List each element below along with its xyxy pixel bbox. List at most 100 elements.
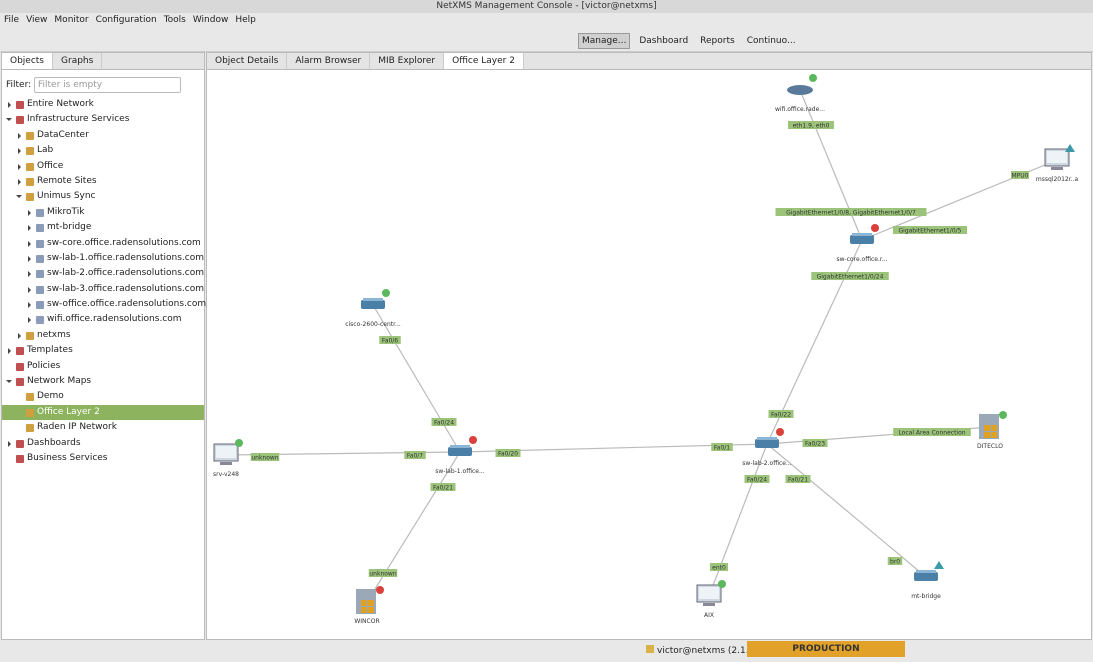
tree-icon xyxy=(36,285,44,294)
tree-item[interactable]: Infrastructure Services xyxy=(2,112,204,127)
perspective-button[interactable]: Dashboard xyxy=(639,35,689,46)
expand-arrow[interactable] xyxy=(8,102,14,108)
tree-item[interactable]: sw-lab-1.office.radensolutions.com xyxy=(2,251,204,266)
port-label: Fa0/22 xyxy=(768,410,794,419)
expand-arrow[interactable] xyxy=(28,317,34,324)
panel-tab[interactable]: Objects xyxy=(2,53,54,69)
expand-arrow[interactable] xyxy=(28,209,34,216)
tree-item[interactable]: sw-core.office.radensolutions.com xyxy=(2,236,204,251)
node-icon xyxy=(448,447,472,456)
port-label-text: GigabitEthernet1/0/5 xyxy=(899,228,962,235)
menu-bar: File View Monitor Configuration Tools Window H… xyxy=(0,13,1093,28)
tree-item[interactable]: Office Layer 2 xyxy=(2,404,204,421)
map-node: sw-core.office.r... xyxy=(836,224,888,263)
perspective-button[interactable]: Reports xyxy=(700,35,735,46)
menu-item[interactable]: Monitor xyxy=(54,15,89,25)
port-label-text: Fa0/24 xyxy=(747,477,767,484)
menu-item[interactable]: Tools xyxy=(163,15,186,25)
tree-icon xyxy=(36,254,44,263)
map-node: srv-v248 xyxy=(213,439,243,478)
expand-arrow[interactable] xyxy=(8,348,14,355)
tree-item[interactable]: Policies xyxy=(2,359,204,374)
tree-item[interactable]: Lab xyxy=(2,143,204,158)
expand-arrow[interactable] xyxy=(28,286,34,293)
node-screen xyxy=(216,446,236,458)
tree-item[interactable]: sw-office.office.radensolutions.com xyxy=(2,297,206,312)
link xyxy=(766,443,927,578)
port-label-bg xyxy=(744,475,770,483)
menu-item[interactable]: Help xyxy=(235,15,256,25)
menu-item[interactable]: File xyxy=(4,15,20,25)
link xyxy=(372,304,461,453)
perspective-button[interactable]: Continuo... xyxy=(746,35,796,46)
perspective-button[interactable]: Manage... xyxy=(578,32,631,49)
expand-arrow[interactable] xyxy=(28,255,34,262)
port-label: GigabitEthernet1/0/8, GigabitEthernet1/0… xyxy=(775,208,927,217)
tree-item[interactable]: Remote Sites xyxy=(2,174,204,189)
node-icon xyxy=(787,85,813,95)
tree-item[interactable]: netxms xyxy=(2,328,204,343)
menu-item[interactable]: Window xyxy=(192,15,229,25)
tree-item[interactable]: Entire Network xyxy=(2,97,204,112)
menu-item[interactable]: View xyxy=(26,15,48,25)
tree-item[interactable]: Raden IP Network xyxy=(2,420,204,435)
tree-item[interactable]: sw-lab-2.office.radensolutions.com xyxy=(2,266,204,281)
expand-arrow[interactable] xyxy=(28,271,34,278)
tree-label: Business Services xyxy=(27,452,108,463)
tree-icon xyxy=(26,162,34,171)
expand-arrow[interactable] xyxy=(6,380,12,386)
tree-item[interactable]: Demo xyxy=(2,389,204,404)
tree-icon xyxy=(16,439,24,448)
expand-arrow[interactable] xyxy=(28,240,34,247)
tree-icon xyxy=(26,408,34,417)
tree-icon xyxy=(16,116,24,125)
port-label-bg xyxy=(768,410,794,418)
editor-tab[interactable]: MIB Explorer xyxy=(370,53,445,69)
editor-tab[interactable]: Object Details xyxy=(207,53,288,69)
tree-label: Policies xyxy=(27,360,61,371)
status-bar: victor@netxms (2.1.2) xyxy=(0,640,1093,662)
tree-item[interactable]: DataCenter xyxy=(2,128,204,143)
tree-item[interactable]: Dashboards xyxy=(2,436,204,451)
port-label: br0 xyxy=(887,557,903,566)
port-label-text: unknown xyxy=(369,571,396,578)
panel-tab[interactable]: Graphs xyxy=(53,53,103,69)
node-icon-top xyxy=(852,233,872,236)
expand-arrow[interactable] xyxy=(18,132,24,139)
expand-arrow[interactable] xyxy=(28,225,34,232)
expand-arrow[interactable] xyxy=(6,118,12,124)
tree-item[interactable]: sw-lab-3.office.radensolutions.com xyxy=(2,282,204,297)
expand-arrow[interactable] xyxy=(18,332,24,339)
status-icon xyxy=(809,74,817,82)
map-node: mssql2012r..a xyxy=(1036,144,1078,183)
port-label: Fa0/1 xyxy=(711,443,733,452)
expand-arrow[interactable] xyxy=(8,440,14,447)
editor-tab[interactable]: Alarm Browser xyxy=(287,53,371,69)
port-label-bg xyxy=(431,418,457,426)
expand-arrow[interactable] xyxy=(18,178,24,185)
tree-item[interactable]: MikroTik xyxy=(2,205,204,220)
menu-item[interactable]: Configuration xyxy=(95,15,157,25)
tree-item[interactable]: Business Services xyxy=(2,451,204,466)
tree-item[interactable]: Network Maps xyxy=(2,374,204,389)
expand-arrow[interactable] xyxy=(18,163,24,170)
tree-item[interactable]: mt-bridge xyxy=(2,220,204,235)
tree-label: sw-lab-1.office.radensolutions.com xyxy=(47,252,204,263)
expand-arrow[interactable] xyxy=(16,195,22,201)
tree-icon xyxy=(16,347,24,356)
editor-tab[interactable]: Office Layer 2 xyxy=(444,53,524,69)
tree-item[interactable]: Templates xyxy=(2,343,204,358)
tree-label: Infrastructure Services xyxy=(27,114,130,125)
tree-item[interactable]: wifi.office.radensolutions.com xyxy=(2,312,204,327)
port-label-text: Fa0/22 xyxy=(771,412,791,419)
tree-item[interactable]: Office xyxy=(2,159,204,174)
node-label: sw-lab-2.office... xyxy=(742,460,792,467)
tree-label: sw-lab-2.office.radensolutions.com xyxy=(47,268,204,279)
port-label-bg xyxy=(811,272,889,280)
tree-label: netxms xyxy=(37,329,71,340)
expand-arrow[interactable] xyxy=(18,148,24,155)
filter-input[interactable]: Filter is empty xyxy=(34,77,181,93)
port-label-bg xyxy=(710,563,728,571)
expand-arrow[interactable] xyxy=(28,302,34,309)
tree-item[interactable]: Unimus Sync xyxy=(2,189,204,204)
